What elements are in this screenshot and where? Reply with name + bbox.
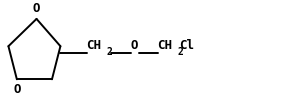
Text: 2: 2 xyxy=(177,47,183,57)
Text: O: O xyxy=(13,83,21,96)
Text: Cl: Cl xyxy=(179,39,194,52)
Text: CH: CH xyxy=(157,39,172,52)
Text: 2: 2 xyxy=(106,47,112,57)
Text: O: O xyxy=(130,39,138,52)
Text: O: O xyxy=(33,2,40,15)
Text: CH: CH xyxy=(87,39,101,52)
